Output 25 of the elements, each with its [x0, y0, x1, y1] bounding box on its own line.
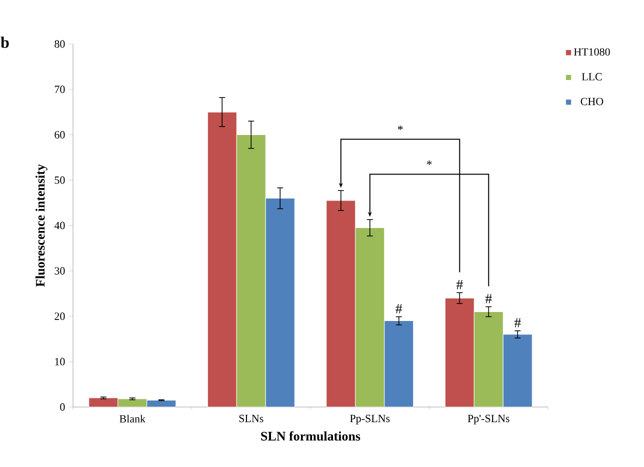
- y-tick-label: 0: [60, 403, 65, 411]
- annotation: #: [514, 318, 521, 328]
- y-tick-label: 10: [55, 358, 65, 366]
- x-tick-label: Blank: [120, 414, 146, 423]
- y-tick-label: 70: [54, 86, 65, 94]
- annotation: #: [456, 280, 463, 290]
- legend-label: LLC: [582, 73, 602, 80]
- y-tick-label: 60: [54, 131, 65, 138]
- x-tick-label: Pp'-SLNs: [468, 414, 510, 424]
- text: b: [0, 36, 9, 48]
- annotation: *: [398, 126, 403, 130]
- y-tick-label: 40: [54, 222, 65, 230]
- annotation: #: [485, 294, 492, 304]
- legend-label: HT1080: [574, 48, 610, 56]
- y-tick-label: 30: [54, 267, 65, 275]
- y-tick-label: 50: [54, 176, 65, 184]
- x-tick-label: SLNs: [239, 414, 264, 422]
- y-tick-label: 20: [54, 312, 65, 320]
- y-axis-title: Fluorescence intensity: [36, 164, 48, 287]
- y-tick-label: 80: [54, 40, 65, 48]
- annotation: #: [396, 304, 402, 314]
- annotation: *: [426, 160, 432, 165]
- x-tick-label: Pp-SLNs: [350, 414, 390, 424]
- x-axis-title: SLN formulations: [261, 431, 360, 441]
- legend-label: CHO: [580, 98, 604, 106]
